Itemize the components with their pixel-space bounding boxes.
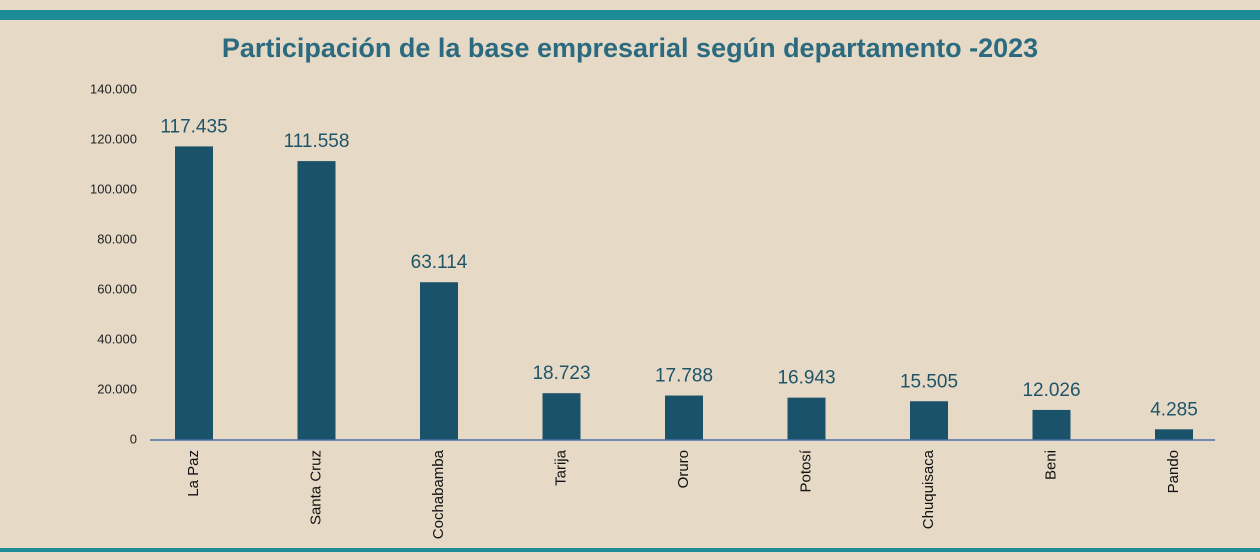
- y-tick-label: 80.000: [97, 231, 137, 246]
- value-label: 111.558: [284, 131, 350, 152]
- value-label: 4.285: [1150, 399, 1198, 420]
- value-label: 18.723: [532, 363, 590, 384]
- x-tick-label: Tarija: [552, 449, 569, 486]
- x-tick-label: Beni: [1042, 450, 1059, 480]
- value-label: 117.435: [160, 116, 227, 137]
- value-label: 15.505: [900, 371, 958, 392]
- bar: [175, 146, 213, 440]
- value-label: 12.026: [1022, 380, 1080, 401]
- y-tick-label: 120.000: [90, 131, 137, 146]
- chart-title: Participación de la base empresarial seg…: [222, 33, 1038, 63]
- y-tick-label: 140.000: [90, 81, 137, 96]
- x-tick-label: Santa Cruz: [307, 450, 324, 525]
- bar: [787, 397, 826, 440]
- x-tick-label: Oruro: [675, 450, 692, 488]
- bar: [1032, 409, 1071, 440]
- bar: [910, 401, 948, 440]
- y-tick-label: 60.000: [97, 281, 137, 296]
- bar: [1155, 429, 1193, 440]
- x-tick-label: Potosí: [797, 449, 814, 492]
- x-tick-label: Pando: [1165, 450, 1182, 493]
- bar: [542, 393, 581, 440]
- bar: [665, 395, 703, 440]
- bar: [420, 282, 458, 440]
- y-tick-label: 100.000: [90, 181, 137, 196]
- value-label: 16.943: [777, 368, 835, 389]
- value-label: 63.114: [411, 252, 468, 273]
- y-tick-label: 20.000: [97, 381, 137, 396]
- top-band: [0, 10, 1260, 20]
- bottom-band: [0, 548, 1260, 552]
- x-tick-label: Chuquisaca: [920, 449, 937, 529]
- x-tick-label: Cochabamba: [430, 449, 447, 539]
- value-label: 17.788: [655, 366, 713, 387]
- y-tick-label: 40.000: [97, 331, 137, 346]
- bar: [297, 161, 336, 441]
- y-tick-label: 0: [130, 431, 137, 446]
- x-tick-label: La Paz: [185, 450, 202, 497]
